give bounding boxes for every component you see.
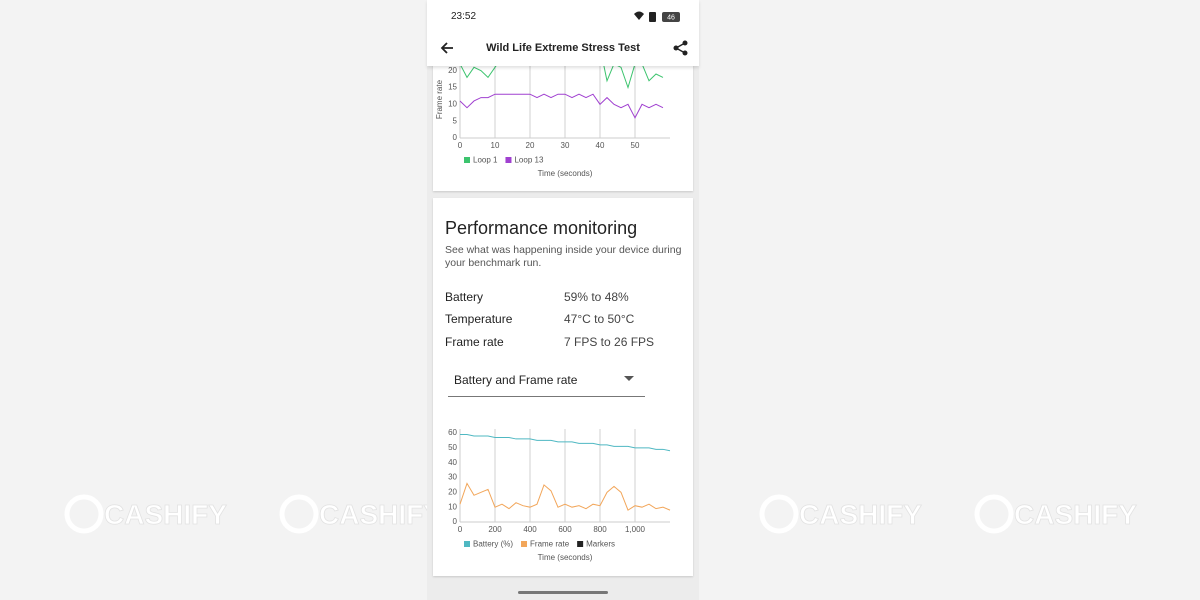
section-description: See what was happening inside your devic… (445, 244, 682, 269)
legend-swatch (464, 541, 470, 547)
y-tick-label: 30 (448, 473, 457, 482)
x-tick-label: 20 (526, 141, 535, 150)
x-tick-label: 0 (458, 525, 463, 534)
x-tick-label: 40 (596, 141, 605, 150)
chart-dropdown[interactable]: Battery and Frame rate (448, 366, 645, 397)
legend-swatch (521, 541, 528, 547)
y-tick-label: 15 (448, 83, 457, 92)
series-line (459, 93, 664, 119)
x-axis-label: Time (seconds) (538, 553, 593, 562)
legend-swatch (464, 157, 470, 163)
app-title: Wild Life Extreme Stress Test (486, 42, 640, 54)
x-axis-label: Time (seconds) (538, 169, 593, 178)
watermark: CASHIFY (64, 494, 228, 534)
y-axis-label: Frame rate (435, 79, 444, 119)
y-tick-label: 0 (453, 133, 458, 142)
legend-label: Frame rate (530, 540, 570, 549)
share-button[interactable] (673, 40, 689, 56)
legend-label: Loop 13 (514, 156, 543, 165)
x-tick-label: 10 (491, 141, 500, 150)
stat-value: 7 FPS to 26 FPS (564, 335, 655, 349)
watermark: CASHIFY (279, 494, 443, 534)
watermark-text: CASHIFY (799, 499, 922, 530)
battery-level: 46 (667, 14, 675, 21)
y-tick-label: 60 (448, 428, 457, 437)
x-tick-label: 600 (558, 525, 572, 534)
stat-value: 59% to 48% (564, 290, 629, 304)
x-tick-label: 200 (488, 525, 502, 534)
x-tick-label: 0 (458, 141, 463, 150)
x-tick-label: 400 (523, 525, 537, 534)
x-tick-label: 50 (631, 141, 640, 150)
watermark-text: CASHIFY (104, 499, 227, 530)
section-title: Performance monitoring (445, 218, 638, 238)
stat-label: Frame rate (445, 335, 504, 349)
performance-card: Performance monitoring See what was happ… (433, 198, 693, 576)
stat-value: 47°C to 50°C (564, 312, 635, 326)
x-tick-label: 30 (561, 141, 570, 150)
y-tick-label: 5 (453, 116, 458, 125)
stat-label: Battery (445, 290, 484, 304)
status-icons: 46 (634, 11, 680, 22)
status-time: 23:52 (451, 11, 477, 22)
watermark: CASHIFY (759, 494, 923, 534)
back-button[interactable] (439, 40, 455, 56)
y-tick-label: 20 (448, 66, 457, 75)
dropdown-text: Battery and Frame rate (454, 373, 578, 387)
x-tick-label: 1,000 (625, 525, 646, 534)
y-tick-label: 20 (448, 487, 457, 496)
home-indicator (518, 591, 608, 594)
legend-label: Loop 1 (473, 156, 498, 165)
y-tick-label: 40 (448, 458, 457, 467)
dropdown-arrow (624, 376, 634, 381)
series-line (459, 482, 671, 511)
legend-swatch (505, 157, 512, 163)
legend-label: Markers (586, 540, 615, 549)
y-tick-label: 0 (453, 517, 458, 526)
top-bar: 23:52 46 Wild Life Extreme Stress Test (427, 0, 699, 66)
y-tick-label: 50 (448, 443, 457, 452)
y-tick-label: 10 (448, 99, 457, 108)
watermark-text: CASHIFY (1014, 499, 1137, 530)
stat-label: Temperature (445, 312, 513, 326)
x-tick-label: 800 (593, 525, 607, 534)
watermark: CASHIFY (974, 494, 1138, 534)
series-line (460, 433, 671, 452)
legend-label: Battery (%) (473, 540, 513, 549)
y-tick-label: 10 (448, 502, 457, 511)
watermark-text: CASHIFY (319, 499, 442, 530)
legend-swatch (577, 541, 584, 547)
